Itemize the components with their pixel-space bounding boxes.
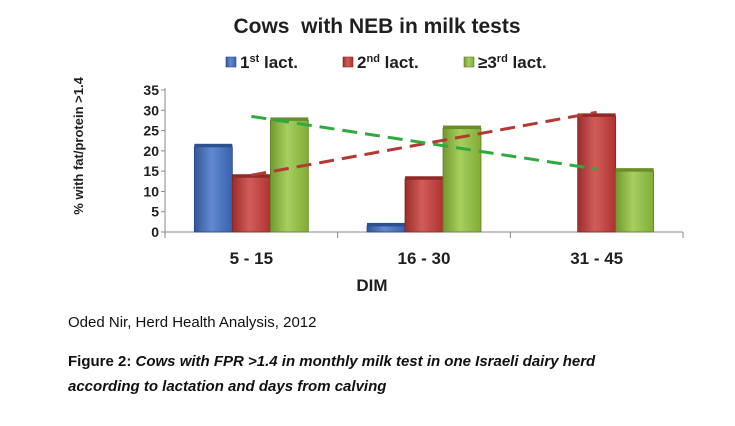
source-text: Oded Nir, Herd Health Analysis, 2012 (68, 314, 317, 331)
x-category-label: 31 - 45 (570, 249, 623, 268)
bar-top (194, 143, 233, 147)
legend-label: ≥3rd lact. (478, 53, 547, 72)
bar-top (615, 168, 654, 172)
legend-label: 2nd lact. (357, 53, 419, 72)
legend-swatch (225, 56, 237, 68)
y-tick-label: 0 (151, 224, 159, 240)
bar-top (443, 125, 481, 129)
figure-caption-text: Cows with FPR >1.4 in monthly milk test … (68, 353, 596, 395)
trendline (251, 114, 597, 171)
x-axis-categories: 5 - 15 16 - 30 31 - 45 (230, 249, 624, 268)
bar (269, 120, 309, 233)
bar (442, 128, 482, 233)
y-tick-label: 25 (143, 123, 159, 139)
bar (193, 146, 233, 233)
trendlines (251, 110, 597, 177)
y-tick-label: 20 (143, 143, 159, 159)
y-tick-label: 35 (143, 82, 159, 98)
bar (577, 115, 617, 233)
y-tick-label: 10 (143, 183, 159, 199)
bar (231, 176, 271, 233)
figure-caption: Figure 2: Cows with FPR >1.4 in monthly … (68, 349, 668, 399)
x-category-label: 5 - 15 (230, 249, 273, 268)
bar-top (367, 222, 405, 226)
bar (404, 178, 444, 233)
legend-item: 2nd lact. (342, 53, 419, 72)
y-axis-label: % with fat/protein >1.4 (71, 76, 86, 214)
x-category-label: 16 - 30 (398, 249, 451, 268)
y-tick-label: 5 (151, 204, 159, 220)
y-tick-label: 30 (143, 102, 159, 118)
figure-caption-label: Figure 2: (68, 353, 132, 370)
bar (366, 225, 406, 233)
y-tick-label: 15 (143, 163, 159, 179)
bar (615, 170, 655, 233)
x-axis-label: DIM (356, 276, 387, 295)
legend-swatch (342, 56, 354, 68)
bar-top (577, 113, 616, 117)
bar-top (270, 117, 309, 121)
bar-top (405, 176, 443, 180)
legend-label: 1st lact. (240, 53, 298, 72)
legend-item: 1st lact. (225, 53, 298, 72)
bar-top (232, 174, 271, 178)
legend: 1st lact. 2nd lact. ≥3rd lact. (225, 53, 547, 72)
legend-swatch (463, 56, 475, 68)
legend-item: ≥3rd lact. (463, 53, 547, 72)
chart-title: Cows with NEB in milk tests (233, 15, 520, 38)
chart: Cows with NEB in milk tests 1st lact. 2nd… (71, 15, 684, 295)
y-axis-ticks: 0 5 10 15 20 25 30 35 (143, 82, 165, 240)
bars (193, 113, 655, 233)
